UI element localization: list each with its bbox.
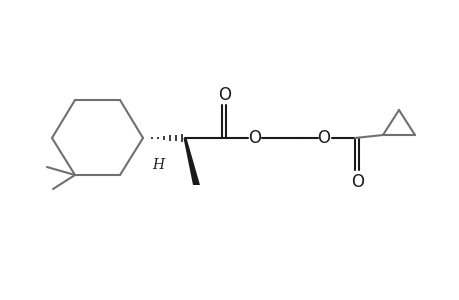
Text: H: H [151, 158, 164, 172]
Text: O: O [218, 86, 231, 104]
Polygon shape [183, 138, 200, 185]
Text: O: O [351, 173, 364, 191]
Text: O: O [317, 129, 330, 147]
Text: O: O [248, 129, 261, 147]
